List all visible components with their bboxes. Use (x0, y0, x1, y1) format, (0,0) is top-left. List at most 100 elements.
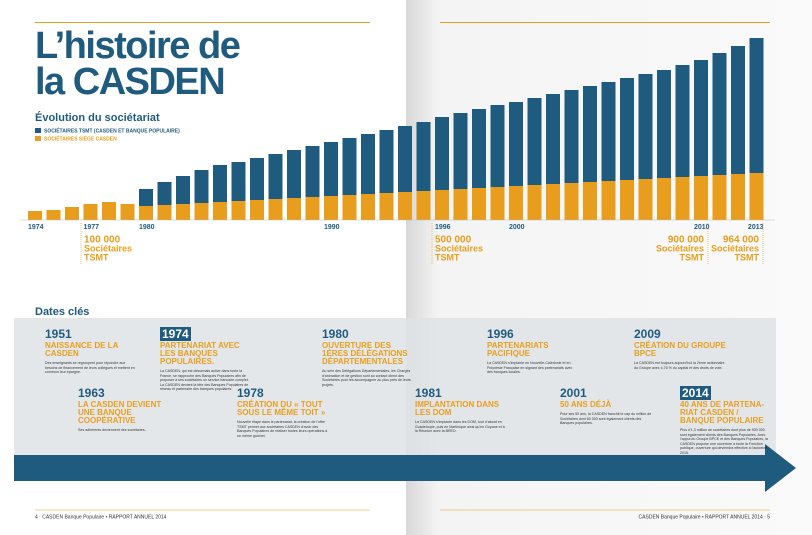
bar-segment (46, 210, 61, 220)
annotation-text: TSMT (435, 252, 460, 262)
bar-segment (527, 185, 542, 220)
event-heading: PARTENARIATS PACIFIQUE (487, 341, 549, 358)
top-rule (35, 22, 370, 23)
bar-segment (268, 199, 283, 220)
bar-segment (305, 146, 320, 197)
bar-segment (490, 105, 505, 187)
timeline-event: 1978 CRÉATION DU « TOUT SOUS LE MÊME TOIT… (237, 386, 329, 438)
event-year-text: 1980 (322, 327, 349, 341)
legend-label: SOCIÉTAIRES SIÈGE CASDEN (44, 134, 117, 142)
event-year: 2009 (634, 327, 726, 341)
bar-segment (453, 189, 468, 220)
bar-segment (361, 134, 375, 194)
footer-text: CASDEN Banque Populaire • RAPPORT ANNUEL… (639, 514, 771, 520)
timeline-event: 1981 IMPLANTATION DANS LES DOM La CASDEN s… (415, 386, 507, 434)
bar-segment (194, 203, 209, 220)
bar-segment (546, 184, 560, 220)
bar-segment (120, 204, 135, 220)
bar-segment (213, 165, 227, 202)
event-year: 1996 (487, 327, 579, 341)
x-tick-label: 1996 (435, 224, 451, 231)
bar-segment (65, 207, 79, 220)
event-body: La CASDEN s’implante en Nouvelle-Calédon… (487, 361, 573, 375)
event-body: La CASDEN s’implante dans les DOM, tout … (415, 420, 505, 434)
timeline-event: 1974 PARTENARIAT AVEC LES BANQUES POPULAI… (160, 327, 252, 392)
bar-segment (268, 154, 283, 199)
x-tick-label: 1980 (139, 224, 155, 231)
title-line: la CASDEN (35, 61, 226, 103)
bar-segment (176, 176, 190, 204)
bar-segment (694, 60, 708, 176)
event-year: 1974 (160, 327, 252, 341)
event-year-text: 2001 (560, 386, 587, 400)
event-body: Ses adhérents deviennent des sociétaires… (78, 428, 146, 432)
bar-segment (509, 186, 523, 220)
event-year: 1951 (45, 327, 137, 341)
bar-segment (731, 174, 745, 220)
footer-text: 4 · CASDEN Banque Populaire • RAPPORT AN… (35, 514, 167, 520)
chart-title: Évolution du sociétariat (35, 111, 160, 124)
event-year-text: 1963 (78, 386, 105, 400)
bar-segment (361, 194, 375, 220)
timeline-event: 2001 50 ANS DÉJÀ Pour ses 50 ans, la CASDE… (560, 386, 652, 426)
event-body: La CASDEN est toujours aujourd’hui la 2è… (634, 361, 725, 370)
bar-segment (139, 189, 153, 206)
event-heading: LA CASDEN DEVIENT UNE BANQUE COOPÉRATIVE (78, 400, 162, 425)
bar-segment (731, 46, 745, 174)
event-year: 2001 (560, 386, 652, 400)
top-rule (440, 22, 770, 23)
bar-segment (490, 187, 505, 220)
event-year-text: 1996 (487, 327, 514, 341)
annotation-text: 900 000 (668, 235, 705, 246)
annotation-text: TSMT (680, 252, 705, 262)
timeline-event: 1980 OUVERTURE DES 1ÈRES DÉLÉGATIONS DÉPA… (322, 327, 414, 387)
bar-segment (324, 196, 338, 220)
bar-segment (398, 192, 412, 220)
bar-segment (657, 70, 671, 178)
event-year: 2014 (680, 386, 772, 400)
annotation-text: TSMT (735, 252, 760, 262)
annotation-text: Sociétaires (711, 243, 759, 253)
bar-segment (620, 78, 634, 180)
event-heading: IMPLANTATION DANS LES DOM (415, 400, 500, 417)
event-year: 1978 (237, 386, 329, 400)
bar-segment (694, 176, 708, 220)
bar-segment (231, 201, 246, 220)
title-line: L’histoire de (35, 25, 241, 67)
bar-segment (324, 142, 338, 196)
bar-segment (509, 102, 523, 186)
event-year: 1981 (415, 386, 507, 400)
bar-segment (453, 113, 468, 189)
bar-segment (564, 183, 579, 220)
legend-swatch (35, 136, 41, 141)
bar-segment (472, 188, 486, 220)
bar-segment (342, 138, 357, 195)
annotation-text: TSMT (84, 252, 109, 262)
timeline-arrow (14, 444, 796, 492)
event-heading: 40 ANS DE PARTENA-RIAT CASDEN / BANQUE P… (680, 400, 765, 425)
event-body: La CASDEN, qui est désormais active dans… (160, 369, 249, 392)
annotation-text: 964 000 (723, 235, 760, 246)
annotation-text: Sociétaires (656, 243, 704, 253)
section-title: Dates clés (35, 306, 90, 318)
bar-segment (657, 178, 671, 220)
bar-segment (712, 53, 727, 175)
x-tick-label: 2000 (509, 224, 525, 231)
legend-label: SOCIÉTAIRES TSMT (CASDEN ET BANQUE POPUL… (44, 126, 180, 134)
bar-segment (398, 126, 412, 192)
event-year-text: 1978 (237, 386, 264, 400)
annotation-text: Sociétaires (435, 243, 483, 253)
bar-segment (231, 162, 246, 201)
bar-segment (250, 158, 264, 200)
annotation-text: 500 000 (435, 235, 472, 246)
bar-segment (620, 180, 634, 220)
bar-segment (250, 200, 264, 220)
bar-segment (157, 205, 172, 220)
bar-segment (157, 182, 172, 205)
bar-segment (379, 130, 394, 193)
bar-segment (583, 182, 597, 220)
x-tick-label: 1977 (84, 224, 100, 231)
event-body: Au sein des Délégations Départementales,… (322, 369, 411, 387)
bar-segment (583, 86, 597, 182)
